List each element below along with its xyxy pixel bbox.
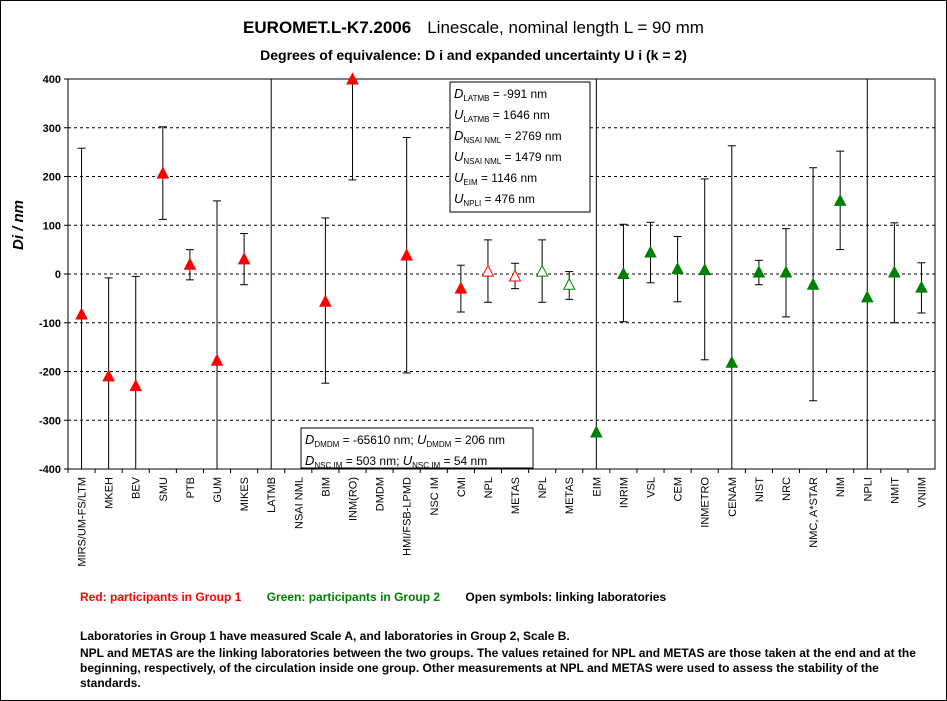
legend-group2: Green: participants in Group 2 [266, 590, 441, 604]
data-point-marker [725, 355, 739, 368]
annotation-box-uncertainties-line: UNSAI NML = 1479 nm [454, 149, 562, 166]
chart-subtitle: Degrees of equivalence: D i and expanded… [260, 47, 687, 63]
y-tick-label: -300 [39, 415, 61, 427]
data-point-marker [671, 262, 684, 275]
annotation-box-uncertainties-line: UNPLI = 476 nm [454, 191, 535, 208]
y-tick-label: 400 [43, 74, 61, 86]
data-point-marker [129, 379, 143, 392]
x-category-label: NPL [483, 477, 495, 498]
notes: Laboratories in Group 1 have measured Sc… [80, 629, 920, 691]
legend-group1: Red: participants in Group 1 [80, 590, 242, 604]
x-category-label: INM(RO) [347, 477, 359, 521]
x-category-label: NPLI [862, 477, 874, 501]
x-category-label: CENAM [727, 477, 739, 517]
x-category-label: GUM [212, 477, 224, 503]
data-point-marker [617, 266, 630, 279]
x-category-label: CMI [456, 477, 468, 497]
x-category-label: INMETRO [700, 477, 712, 528]
x-category-label: VNIIM [916, 477, 928, 508]
legend-open-symbols: Open symbols: linking laboratories [465, 590, 667, 604]
data-point-marker [237, 252, 251, 265]
annotation-box-uncertainties-line: UEIM = 1146 nm [454, 170, 537, 187]
x-category-label: DMDM [375, 477, 387, 511]
data-point-marker [346, 72, 359, 85]
data-point-marker [481, 264, 495, 277]
data-point-marker [183, 257, 197, 270]
annotation-box-uncertainties: DLATMB = -991 nm ULATMB = 1646 nm DNSAI NM… [449, 81, 591, 213]
x-category-label: EIM [591, 477, 603, 497]
data-point-marker [860, 290, 874, 303]
y-tick-label: 200 [43, 172, 61, 184]
y-tick-label: 100 [43, 220, 61, 232]
x-category-label: LATMB [266, 477, 278, 513]
data-point-marker [508, 269, 522, 282]
data-point-marker [535, 264, 549, 277]
title-rest: Linescale, nominal length L = 90 mm [427, 18, 704, 37]
data-point-marker [806, 277, 820, 290]
y-tick-label: 300 [43, 123, 61, 135]
x-category-label: BEV [131, 476, 143, 499]
x-category-label: NSC IM [429, 477, 441, 516]
data-point-marker [75, 307, 88, 320]
x-category-label: SMU [158, 477, 170, 502]
x-category-label: CEM [673, 477, 685, 501]
annotation-box-offscale-frame [300, 427, 534, 469]
x-category-label: NIST [754, 477, 766, 502]
annotation-box-offscale-line: DNSC IM = 503 nm; UNSC IM = 54 nm [305, 453, 487, 470]
chart-title: EUROMET.L-K7.2006 Linescale, nominal leng… [0, 18, 947, 38]
data-point-marker [400, 248, 413, 261]
data-point-marker [102, 369, 115, 382]
data-point-marker [752, 265, 766, 278]
annotation-box-offscale: DDMDM = -65610 nm; UDMDM = 206 nm DNSC IM… [300, 427, 534, 470]
x-category-label: METAS [564, 477, 576, 514]
data-point-marker [915, 280, 928, 293]
x-category-label: METAS [510, 477, 522, 514]
x-category-label: NSAI NML [293, 477, 305, 529]
data-point-marker [833, 193, 847, 206]
data-point-marker [644, 245, 657, 258]
x-category-label: NRC [781, 477, 793, 501]
y-tick-label: 0 [55, 269, 61, 281]
x-category-label: NMC, A*STAR [808, 477, 820, 548]
legend: Red: participants in Group 1 Green: part… [80, 590, 688, 604]
x-category-label: MIKES [239, 477, 251, 511]
annotation-box-uncertainties-line: ULATMB = 1646 nm [454, 107, 550, 124]
data-point-marker [210, 353, 224, 366]
x-category-label: BIM [320, 477, 332, 497]
x-category-label: HMI/FSB-LPMD [402, 477, 414, 556]
annotation-box-offscale-line: DDMDM = -65610 nm; UDMDM = 206 nm [305, 432, 505, 449]
data-point-marker [698, 263, 712, 276]
data-point-marker [590, 425, 603, 438]
x-category-label: MKEH [104, 477, 116, 509]
note-1: Laboratories in Group 1 have measured Sc… [80, 629, 570, 643]
y-tick-label: -400 [39, 464, 61, 476]
x-category-label: MIRS/UM-FS/LTM [77, 477, 89, 567]
annotation-box-uncertainties-line: DNSAI NML = 2769 nm [454, 128, 562, 145]
x-category-label: NMIT [889, 477, 901, 504]
y-tick-label: -200 [39, 367, 61, 379]
x-category-label: PTB [185, 477, 197, 498]
data-point-marker [779, 265, 793, 278]
note-2: NPL and METAS are the linking laboratori… [80, 646, 916, 690]
data-point-marker [454, 281, 468, 294]
data-point-marker [156, 166, 170, 179]
x-category-label: INRIM [618, 477, 630, 508]
title-code: EUROMET.L-K7.2006 [243, 18, 412, 37]
data-point-marker [562, 277, 576, 290]
data-point-marker [888, 265, 901, 278]
x-category-label: VSL [646, 477, 658, 498]
y-tick-label: -100 [39, 318, 61, 330]
x-category-label: NPL [537, 477, 549, 498]
annotation-box-uncertainties-frame [449, 81, 591, 213]
annotation-box-uncertainties-line: DLATMB = -991 nm [454, 86, 547, 103]
data-point-marker [319, 294, 332, 307]
x-category-label: NIM [835, 477, 847, 497]
